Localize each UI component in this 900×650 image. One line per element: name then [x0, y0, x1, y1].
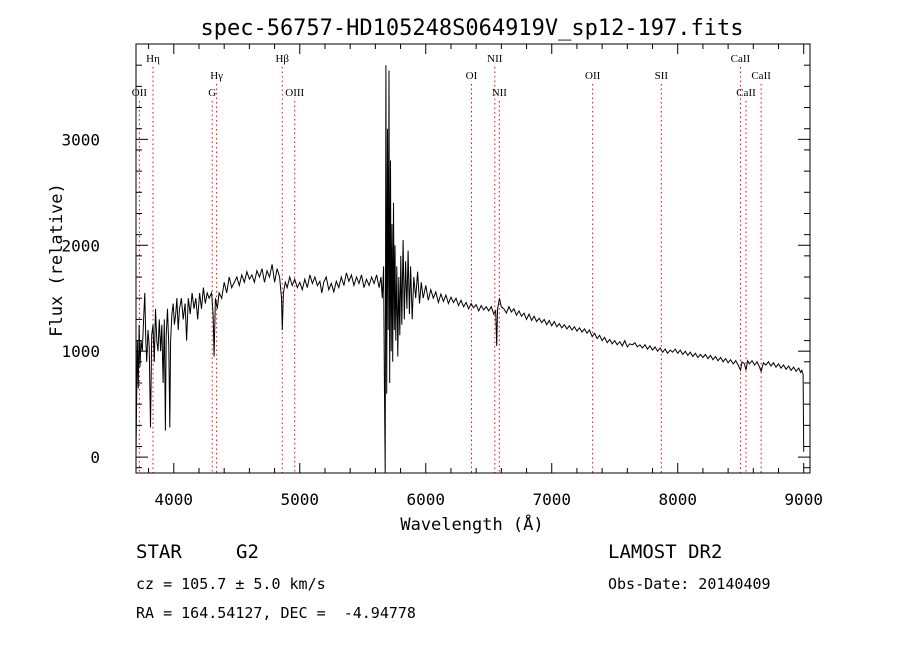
x-tick-label: 6000 — [406, 490, 445, 509]
x-tick-label: 7000 — [532, 490, 571, 509]
y-axis-label: Flux (relative) — [47, 183, 67, 337]
line-marker-label: CaII — [736, 87, 756, 99]
survey-name: LAMOST DR2 — [608, 541, 723, 563]
line-marker-label: NII — [487, 53, 503, 65]
chart-title: spec-56757-HD105248S064919V_sp12-197.fit… — [200, 16, 743, 41]
x-tick-label: 9000 — [784, 490, 823, 509]
x-axis-label: Wavelength (Å) — [400, 513, 543, 535]
y-tick-label: 0 — [90, 448, 100, 467]
line-marker-label: Hη — [146, 53, 160, 65]
line-marker-label: OI — [466, 70, 478, 82]
line-marker-label: CaII — [731, 53, 751, 65]
y-tick-label: 1000 — [61, 342, 100, 361]
line-marker-label: OIII — [285, 87, 304, 99]
x-tick-label: 5000 — [281, 490, 320, 509]
y-tick-label: 3000 — [61, 130, 100, 149]
line-marker-label: OII — [585, 70, 601, 82]
spectrum-line — [135, 65, 805, 474]
object-type: STAR — [136, 541, 182, 563]
line-marker-label: SII — [655, 70, 669, 82]
x-tick-label: 8000 — [658, 490, 697, 509]
y-tick-label: 2000 — [61, 236, 100, 255]
redshift-value: cz = 105.7 ± 5.0 km/s — [136, 575, 326, 593]
object-subclass: G2 — [236, 541, 259, 563]
axis-ticks: 4000 5000 6000 7000 8000 9000 0 1000 2000 3000 — [61, 44, 823, 509]
plot-frame — [135, 43, 811, 474]
line-marker-label: CaII — [751, 70, 771, 82]
line-marker-label: Hγ — [210, 70, 223, 82]
x-tick-label: 4000 — [155, 490, 194, 509]
line-marker-label: G — [208, 87, 216, 99]
coordinates: RA = 164.54127, DEC = -4.94778 — [136, 604, 416, 622]
line-marker-label: OII — [132, 87, 148, 99]
observation-date: Obs-Date: 20140409 — [608, 575, 771, 593]
line-marker-label: Hβ — [275, 53, 289, 65]
line-marker-label: NII — [492, 87, 508, 99]
